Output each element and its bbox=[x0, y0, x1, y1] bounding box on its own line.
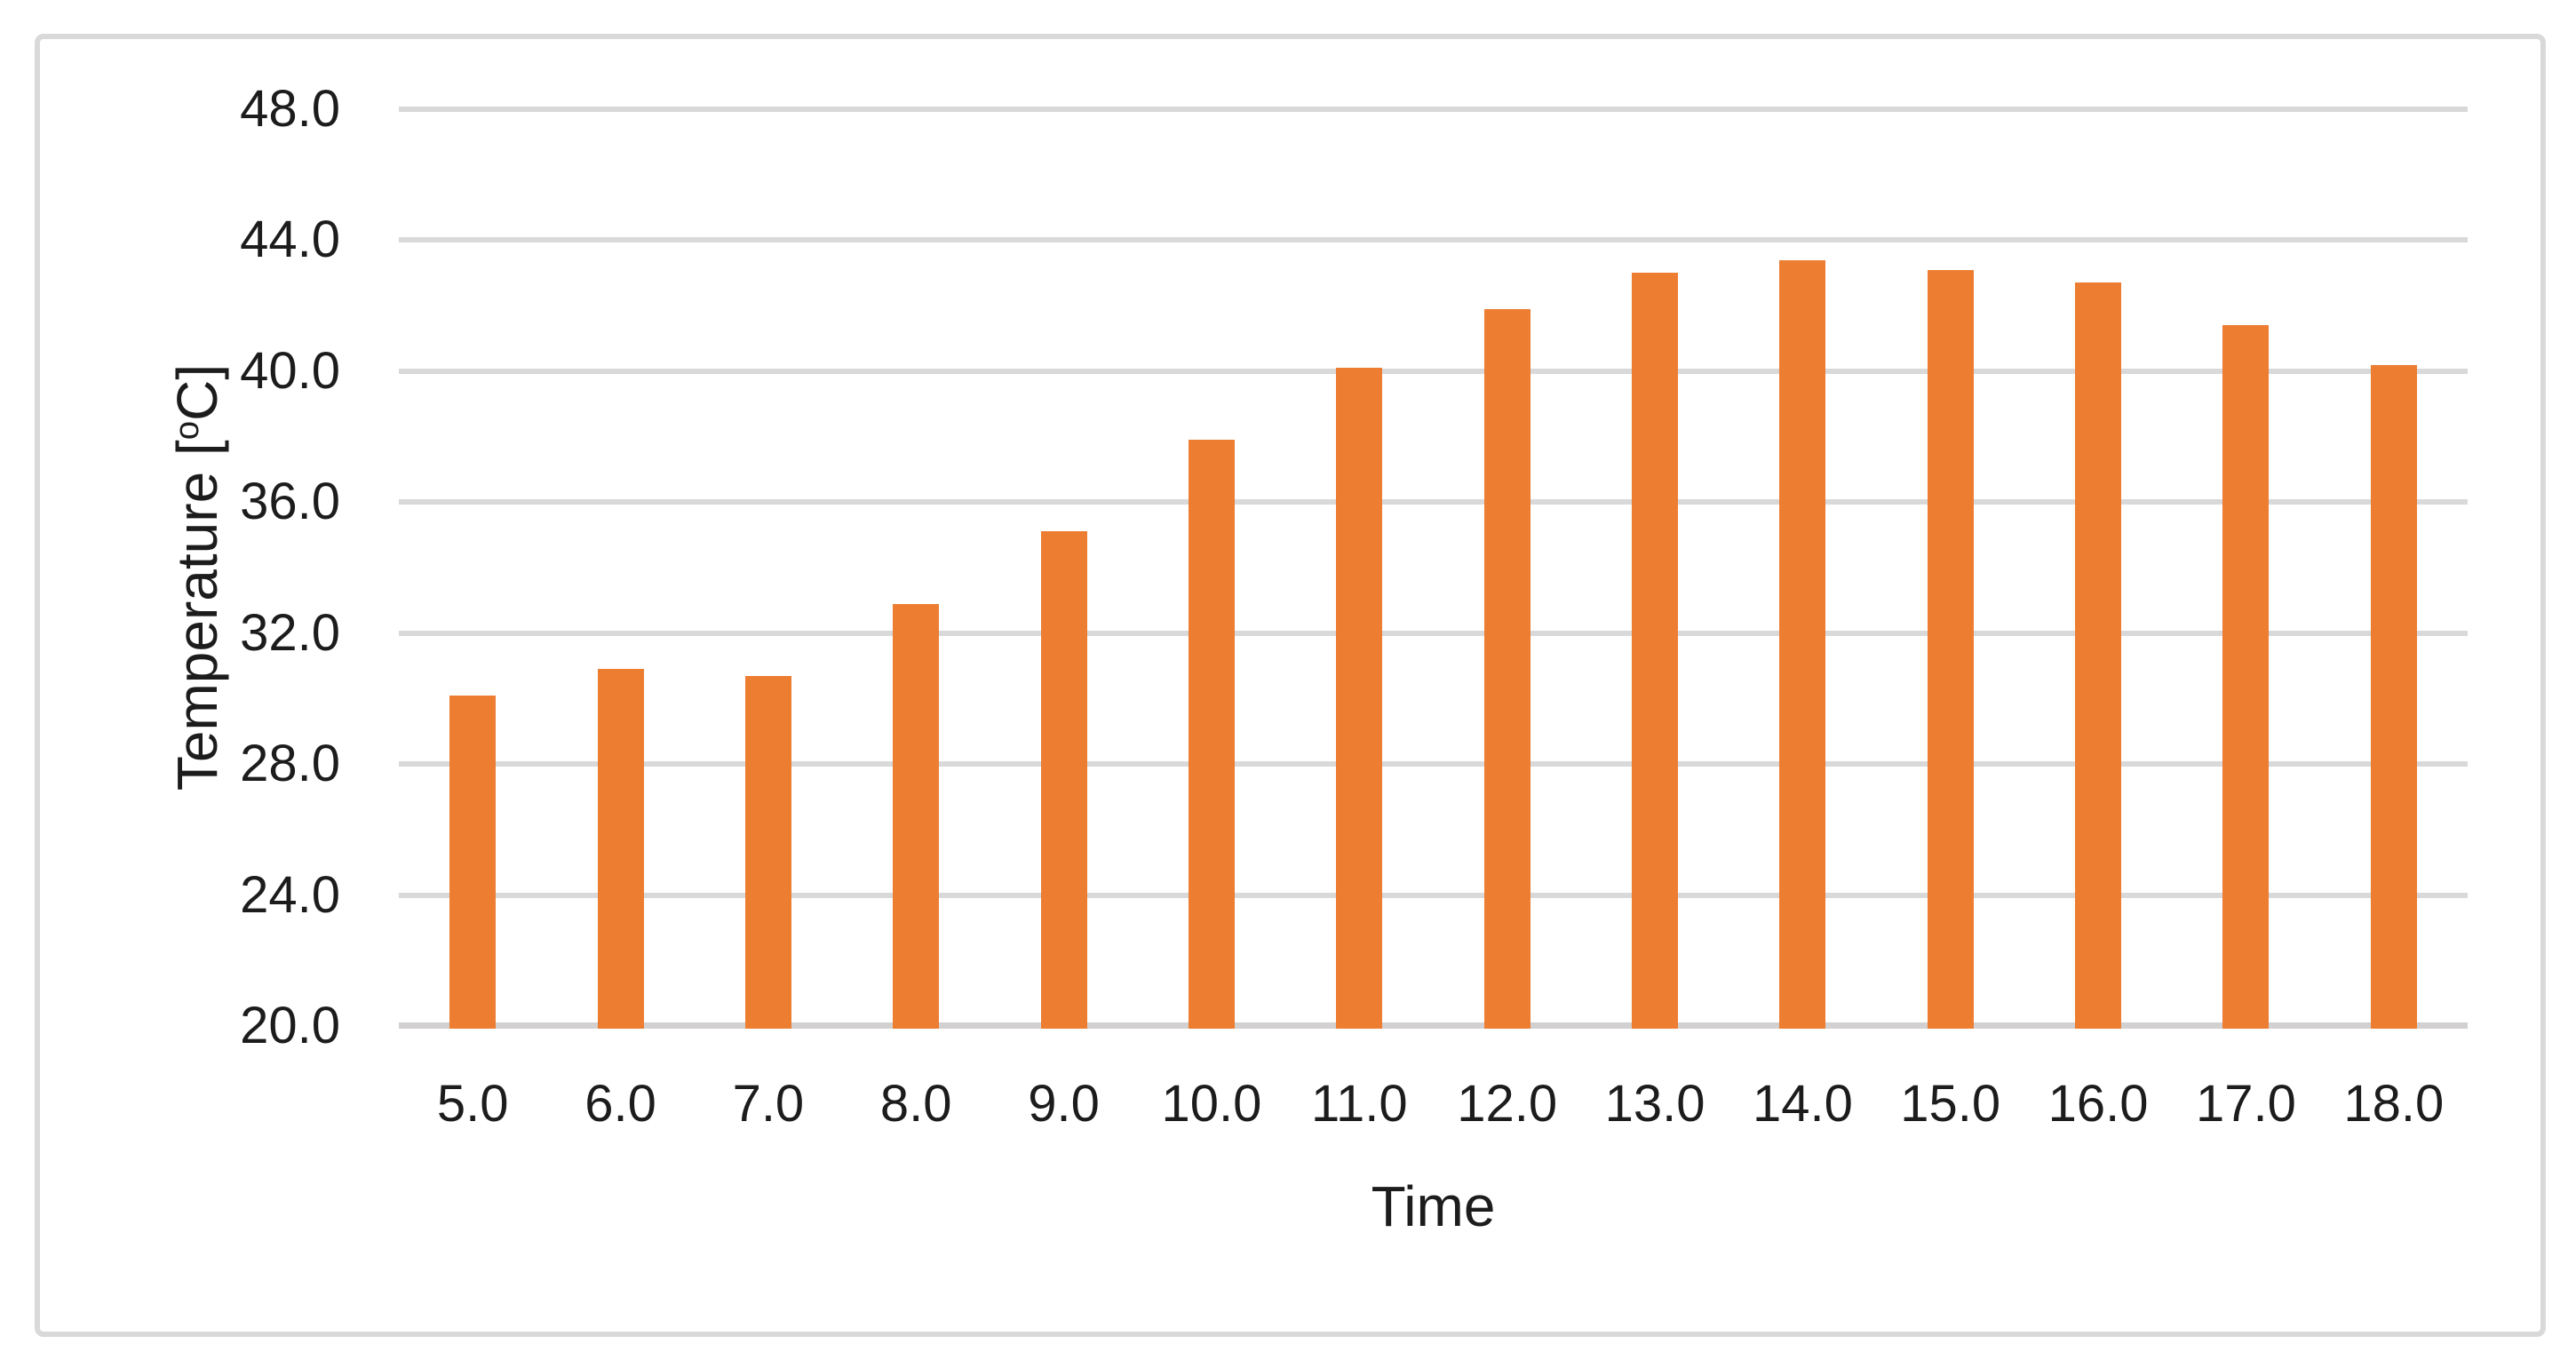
bar-14.0 bbox=[1779, 259, 1826, 1029]
bar-17.0 bbox=[2222, 325, 2270, 1029]
bar-10.0 bbox=[1188, 440, 1235, 1029]
bar-9.0 bbox=[1040, 531, 1087, 1029]
x-tick-label: 16.0 bbox=[2047, 1075, 2149, 1133]
y-tick-label: 24.0 bbox=[240, 865, 340, 924]
x-tick-label: 17.0 bbox=[2196, 1075, 2296, 1133]
y-tick-label: 32.0 bbox=[240, 603, 340, 662]
bar-12.0 bbox=[1483, 308, 1530, 1029]
gridline-y-44 bbox=[399, 237, 2468, 243]
bar-11.0 bbox=[1336, 368, 1383, 1029]
x-tick-label: 8.0 bbox=[879, 1075, 952, 1133]
x-tick-label: 18.0 bbox=[2343, 1075, 2445, 1133]
gridline-y-24 bbox=[399, 892, 2468, 898]
bar-6.0 bbox=[597, 669, 644, 1029]
gridline-y-32 bbox=[399, 630, 2468, 636]
bar-15.0 bbox=[1927, 269, 1974, 1029]
bar-13.0 bbox=[1632, 273, 1679, 1029]
y-tick-label: 28.0 bbox=[240, 735, 340, 793]
x-tick-label: 9.0 bbox=[1028, 1075, 1100, 1133]
x-tick-label: 6.0 bbox=[584, 1075, 656, 1133]
bar-8.0 bbox=[893, 603, 940, 1029]
x-tick-label: 13.0 bbox=[1604, 1075, 1705, 1133]
y-axis-title: Temperature [oC] bbox=[164, 364, 230, 791]
y-axis-title-unit: C] bbox=[165, 363, 229, 421]
plot-area bbox=[399, 107, 2468, 1029]
y-tick-label: 20.0 bbox=[240, 997, 340, 1054]
gridline-y-36 bbox=[399, 499, 2468, 505]
gridline-y-48 bbox=[399, 107, 2468, 112]
y-tick-label: 48.0 bbox=[240, 80, 340, 138]
chart-border bbox=[35, 34, 2546, 1337]
y-axis-title-text: Temperature [ bbox=[165, 440, 229, 791]
y-tick-label: 44.0 bbox=[240, 211, 340, 269]
gridline-y-40 bbox=[399, 368, 2468, 374]
bar-16.0 bbox=[2075, 282, 2122, 1029]
bar-18.0 bbox=[2370, 364, 2417, 1029]
y-axis-title-degree-symbol: o bbox=[167, 420, 206, 441]
x-axis-line bbox=[399, 1022, 2468, 1029]
y-tick-label: 36.0 bbox=[240, 473, 340, 531]
x-tick-label: 7.0 bbox=[732, 1075, 805, 1133]
x-tick-label: 14.0 bbox=[1752, 1075, 1853, 1133]
y-tick-label: 40.0 bbox=[240, 341, 340, 400]
bar-7.0 bbox=[744, 675, 791, 1029]
x-tick-label: 12.0 bbox=[1457, 1075, 1558, 1133]
x-tick-label: 15.0 bbox=[1900, 1075, 2001, 1133]
x-tick-label: 10.0 bbox=[1161, 1075, 1262, 1133]
x-tick-label: 11.0 bbox=[1311, 1075, 1408, 1133]
x-tick-label: 5.0 bbox=[436, 1075, 509, 1133]
bar-5.0 bbox=[449, 695, 497, 1029]
gridline-y-28 bbox=[399, 761, 2468, 768]
x-axis-title: Time bbox=[1371, 1174, 1496, 1238]
